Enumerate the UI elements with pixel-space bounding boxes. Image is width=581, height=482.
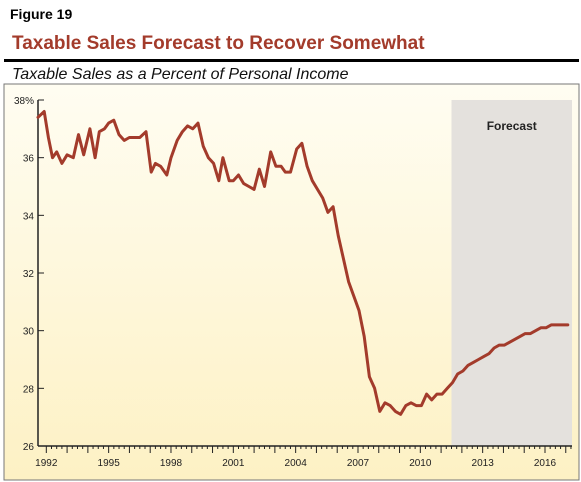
chart-title: Taxable Sales Forecast to Recover Somewh… [12,33,425,54]
x-tick-label: 1992 [35,458,58,469]
y-tick-label: 28 [23,384,35,395]
forecast-label: Forecast [487,119,537,133]
y-tick-label: 38% [14,96,34,107]
y-tick-label: 32 [23,269,35,280]
title-divider [4,59,579,62]
x-tick-label: 2007 [347,458,370,469]
y-tick-label: 34 [23,211,35,222]
chart-subtitle: Taxable Sales as a Percent of Personal I… [12,66,349,83]
x-tick-label: 1995 [98,458,121,469]
y-tick-label: 36 [23,154,35,165]
x-tick-label: 1998 [160,458,183,469]
y-tick-label: 30 [23,327,35,338]
x-tick-label: 2016 [534,458,557,469]
figure-label: Figure 19 [10,6,73,22]
y-tick-label: 26 [23,442,35,453]
x-tick-label: 2001 [222,458,245,469]
forecast-region [451,100,572,446]
series-line-0 [36,110,570,416]
x-tick-label: 2004 [285,458,308,469]
x-tick-label: 2013 [472,458,495,469]
x-tick-label: 2010 [409,458,432,469]
